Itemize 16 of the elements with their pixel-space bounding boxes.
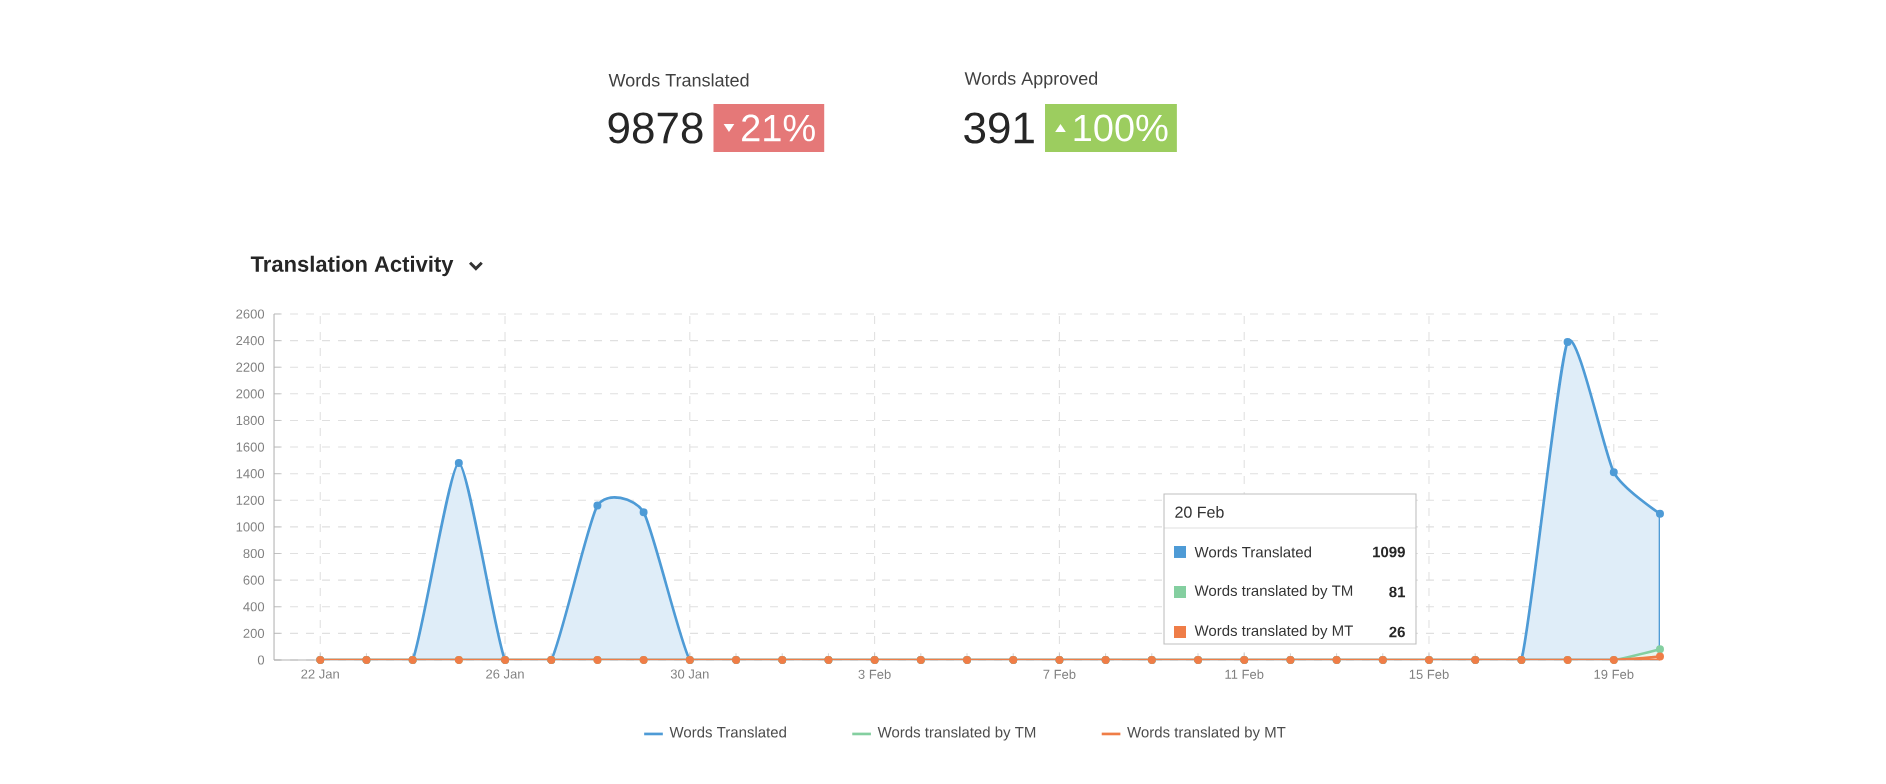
annotation: 20 Feb	[1175, 506, 1224, 518]
point	[593, 501, 602, 510]
point	[1655, 652, 1664, 661]
text: 21%	[742, 114, 815, 142]
point	[1655, 509, 1664, 518]
text: Words Translated	[608, 73, 749, 87]
text: 9878	[608, 112, 703, 144]
point	[1655, 645, 1664, 654]
point	[1609, 468, 1618, 477]
chart-title: Translation Activity	[250, 255, 454, 277]
text: 391	[964, 112, 1034, 144]
point	[1563, 337, 1572, 346]
text: Words Approved	[964, 71, 1098, 89]
text: 100%	[1074, 114, 1168, 142]
point	[639, 508, 648, 517]
point	[454, 459, 463, 468]
